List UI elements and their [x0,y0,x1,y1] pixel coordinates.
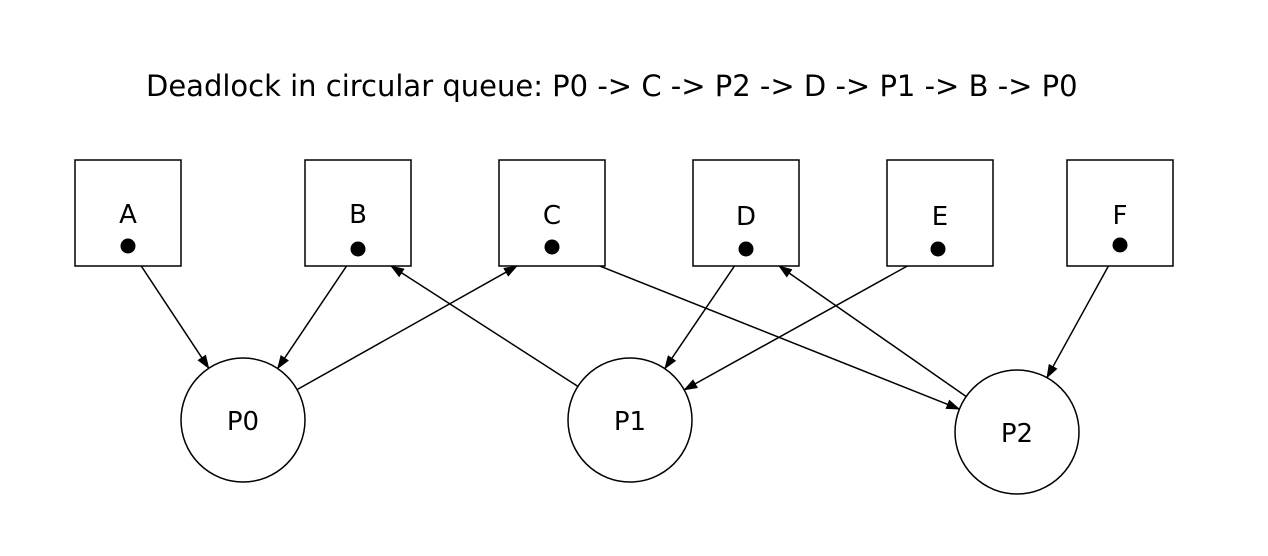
edge-e-to-p1 [683,248,939,391]
resource-node-b: B [304,159,412,267]
edge-p0-to-c [296,265,518,391]
process-label: P2 [1001,419,1033,449]
process-circle [954,369,1080,495]
process-circle [567,357,693,483]
resource-label: F [1113,201,1128,231]
resource-label: C [543,201,561,231]
process-node-p1: P1 [567,357,693,483]
resource-instance-dot [930,241,946,257]
process-label: P0 [227,407,259,437]
edge-b-to-p0 [276,248,359,370]
process-circle [180,357,306,483]
resource-label: E [932,202,948,232]
edge-f-to-p2 [1046,244,1121,379]
resource-node-a: A [74,159,182,267]
resource-label: A [119,200,137,230]
resources-layer: A B C D E F [74,159,1174,267]
resource-label: D [736,202,756,232]
process-node-p0: P0 [180,357,306,483]
resource-instance-dot [544,239,560,255]
diagram-title: Deadlock in circular queue: P0 -> C -> P… [146,69,1078,103]
resource-node-d: D [692,159,800,267]
resource-node-e: E [886,159,994,267]
process-label: P1 [614,407,646,437]
processes-layer: P0 P1 P2 [180,357,1080,495]
resource-node-f: F [1066,159,1174,267]
resource-instance-dot [350,241,366,257]
process-node-p2: P2 [954,369,1080,495]
resource-label: B [349,200,367,230]
resource-instance-dot [738,241,754,257]
edge-d-to-p1 [664,248,747,370]
resource-node-c: C [498,159,606,267]
edge-c-to-p2 [551,246,961,410]
edge-p2-to-d [778,265,967,398]
edges-layer [127,244,1121,410]
edge-p1-to-b [390,265,579,388]
resource-instance-dot [1112,237,1128,253]
resource-instance-dot [120,238,136,254]
